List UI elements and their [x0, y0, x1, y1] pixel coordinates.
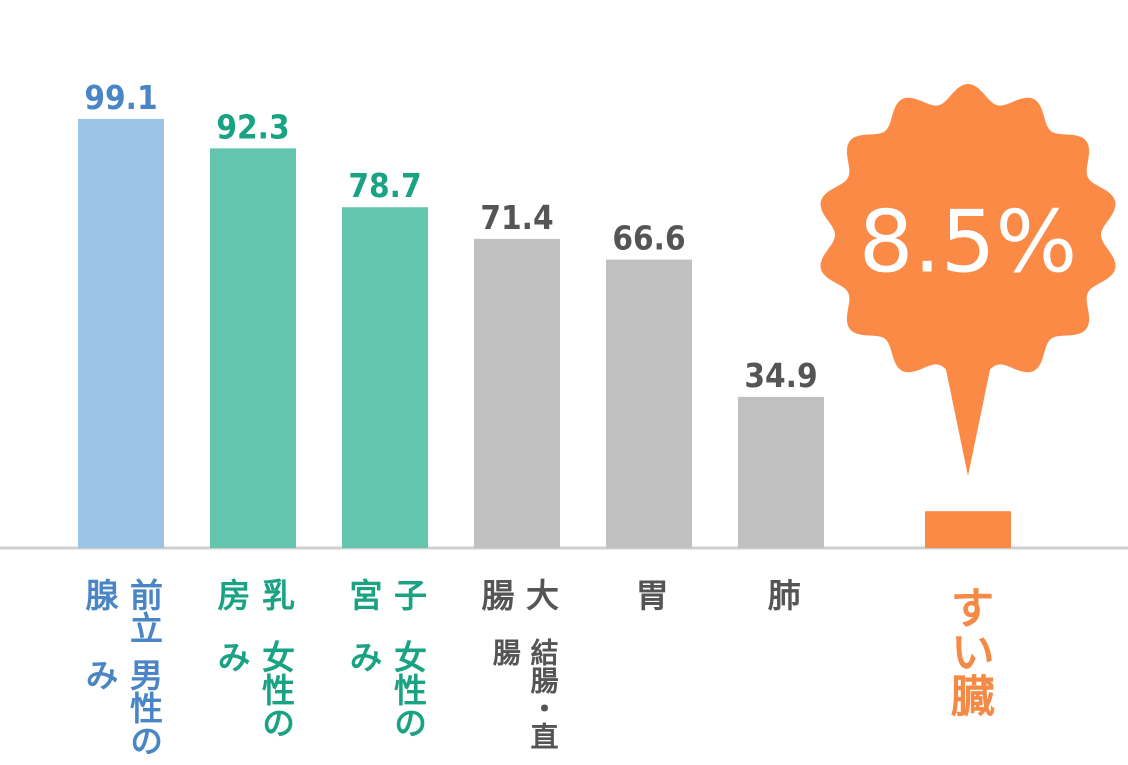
value-label: 34.9	[744, 356, 817, 395]
bar	[78, 118, 164, 548]
bar	[210, 148, 296, 548]
value-label: 66.6	[612, 219, 685, 258]
category-sublabel: 結腸・直腸	[488, 637, 560, 750]
category-label: 肺	[759, 578, 804, 611]
bar	[738, 396, 824, 548]
category-sublabel: 女性のみ	[212, 640, 296, 740]
category-label: 大腸結腸・直腸	[472, 578, 561, 765]
bar	[474, 238, 560, 548]
category-label: 胃	[627, 578, 672, 611]
category-label: 子宮 女性のみ	[340, 578, 429, 765]
callout-pointer	[944, 360, 992, 476]
category-name: 前立腺	[80, 578, 164, 644]
category-sublabel: 女性のみ	[344, 640, 428, 740]
callout-burst	[820, 84, 1116, 386]
value-label: 92.3	[216, 107, 289, 146]
category-name: 子宮	[344, 578, 428, 611]
category-sublabel: 男性のみ	[80, 658, 164, 758]
category-name: 胃	[630, 578, 670, 611]
value-label: 71.4	[480, 198, 553, 237]
category-label: すい臓	[938, 585, 997, 717]
value-label: 99.1	[84, 78, 157, 117]
bar	[925, 511, 1011, 548]
category-label: 乳房 女性のみ	[208, 578, 297, 765]
category-name: 大腸	[476, 578, 560, 611]
value-label: 78.7	[348, 166, 421, 205]
category-name: 乳房	[212, 578, 296, 611]
bar	[606, 259, 692, 548]
bar	[342, 207, 428, 548]
value-label: 8.5%	[859, 192, 1078, 292]
category-name: すい臓	[942, 585, 994, 717]
category-name: 肺	[762, 578, 802, 611]
category-label: 前立腺 男性のみ	[76, 578, 165, 765]
